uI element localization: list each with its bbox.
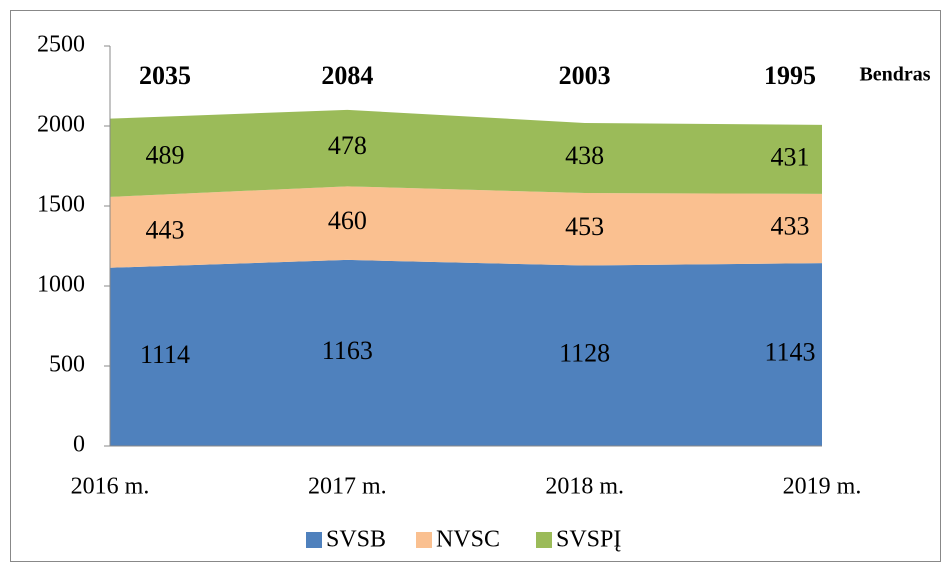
x-tick-label: 2018 m. [545,474,624,500]
legend-label: SVSPĮ [556,527,621,553]
y-tick-label: 500 [49,352,85,378]
data-label: 438 [565,141,604,170]
data-label: 1143 [764,338,815,367]
legend-label: SVSB [326,527,386,553]
data-label: 431 [771,142,810,171]
data-label: 478 [328,131,367,160]
data-label: 433 [771,211,810,240]
legend-swatch [416,532,432,548]
data-label: 489 [146,141,185,170]
x-tick-label: 2016 m. [71,474,150,500]
data-label: 1114 [140,340,190,369]
legend-label: NVSC [436,527,500,553]
y-tick-label: 1500 [37,192,85,218]
total-label: 2003 [559,61,611,90]
x-tick-label: 2017 m. [308,474,387,500]
data-label: 1128 [559,339,610,368]
area [110,186,822,268]
legend-swatch [306,532,322,548]
data-label: 453 [565,212,604,241]
y-tick-label: 1000 [37,272,85,298]
total-label: 2084 [321,61,373,90]
data-label: 443 [146,215,185,244]
data-label: 1163 [322,336,373,365]
x-tick-label: 2019 m. [783,474,862,500]
total-name: Bendras [859,64,930,86]
y-tick-label: 2500 [37,32,85,58]
area [110,109,822,197]
y-tick-label: 2000 [37,112,85,138]
legend-swatch [536,532,552,548]
area [110,259,822,446]
data-label: 460 [328,206,367,235]
total-label: 2035 [139,61,191,90]
total-label: 1995 [764,61,816,90]
y-tick-label: 0 [73,432,85,458]
